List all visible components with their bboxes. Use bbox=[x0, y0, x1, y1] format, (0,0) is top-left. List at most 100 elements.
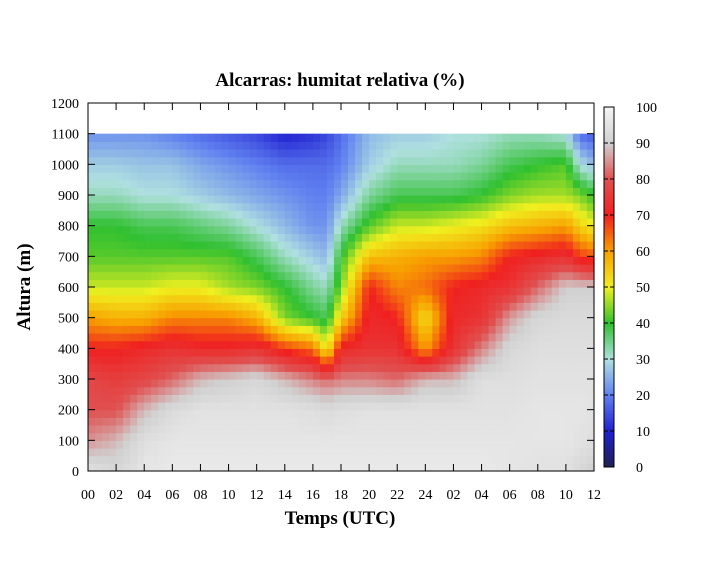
heatmap-cell bbox=[418, 264, 426, 273]
heatmap-cell bbox=[425, 218, 433, 227]
heatmap-cell bbox=[263, 402, 272, 411]
heatmap-cell bbox=[453, 310, 462, 319]
heatmap-cell bbox=[460, 402, 469, 411]
heatmap-cell bbox=[383, 440, 391, 449]
heatmap-cell bbox=[298, 448, 307, 457]
heatmap-cell bbox=[270, 432, 279, 441]
heatmap-cell bbox=[144, 417, 152, 426]
heatmap-cell bbox=[376, 379, 384, 388]
heatmap-cell bbox=[277, 333, 286, 342]
heatmap-cell bbox=[404, 463, 412, 472]
heatmap-cell bbox=[256, 363, 265, 372]
heatmap-cell bbox=[390, 241, 398, 250]
heatmap-cell bbox=[481, 218, 490, 227]
heatmap-cell bbox=[397, 172, 405, 181]
colorbar-segment bbox=[604, 386, 614, 390]
y-tick-label: 1200 bbox=[51, 97, 79, 112]
heatmap-cell bbox=[565, 394, 574, 403]
heatmap-cell bbox=[551, 133, 560, 142]
heatmap-cell bbox=[291, 432, 300, 441]
heatmap-cell bbox=[228, 394, 237, 403]
heatmap-cell bbox=[284, 195, 293, 204]
heatmap-cell bbox=[397, 325, 405, 334]
heatmap-cell bbox=[123, 156, 131, 165]
heatmap-cell bbox=[551, 179, 560, 188]
heatmap-cell bbox=[383, 164, 391, 173]
heatmap-cell bbox=[200, 264, 209, 273]
heatmap-cell bbox=[474, 463, 483, 472]
heatmap-cell bbox=[362, 333, 370, 342]
heatmap-cell bbox=[544, 363, 553, 372]
heatmap-cell bbox=[284, 233, 293, 242]
heatmap-cell bbox=[123, 225, 131, 234]
colorbar-segment bbox=[604, 296, 614, 300]
heatmap-cell bbox=[158, 371, 166, 380]
heatmap-cell bbox=[439, 287, 448, 296]
heatmap-cell bbox=[235, 371, 244, 380]
heatmap-cell bbox=[193, 248, 202, 257]
heatmap-cell bbox=[509, 432, 518, 441]
heatmap-cell bbox=[284, 317, 293, 326]
heatmap-cell bbox=[516, 202, 525, 211]
heatmap-cell bbox=[186, 187, 195, 196]
heatmap-cell bbox=[214, 271, 223, 280]
heatmap-cell bbox=[95, 455, 103, 464]
heatmap-cell bbox=[179, 432, 187, 441]
heatmap-cell bbox=[109, 325, 117, 334]
heatmap-cell bbox=[193, 394, 202, 403]
heatmap-cell bbox=[193, 455, 202, 464]
heatmap-cell bbox=[95, 333, 103, 342]
heatmap-cell bbox=[418, 256, 426, 265]
heatmap-cell bbox=[516, 363, 525, 372]
x-tick-label: 06 bbox=[165, 488, 179, 503]
heatmap-cell bbox=[544, 210, 553, 219]
colorbar-segment bbox=[604, 341, 614, 345]
heatmap-cell bbox=[123, 287, 131, 296]
heatmap-cell bbox=[214, 310, 223, 319]
heatmap-cell bbox=[151, 149, 159, 158]
heatmap-cell bbox=[432, 310, 440, 319]
heatmap-cell bbox=[109, 225, 117, 234]
heatmap-cell bbox=[516, 141, 525, 150]
heatmap-cell bbox=[193, 363, 202, 372]
heatmap-cell bbox=[453, 409, 462, 418]
heatmap-cell bbox=[158, 225, 166, 234]
heatmap-cell bbox=[439, 149, 448, 158]
heatmap-cell bbox=[165, 294, 173, 303]
heatmap-cell bbox=[242, 202, 251, 211]
heatmap-cell bbox=[453, 271, 462, 280]
heatmap-cell bbox=[537, 195, 546, 204]
heatmap-cell bbox=[179, 417, 187, 426]
colorbar-segment bbox=[604, 380, 614, 384]
heatmap-cell bbox=[193, 210, 202, 219]
heatmap-cell bbox=[263, 164, 272, 173]
heatmap-cell bbox=[348, 425, 356, 434]
heatmap-cell bbox=[249, 317, 258, 326]
heatmap-cell bbox=[390, 156, 398, 165]
heatmap-cell bbox=[551, 287, 560, 296]
heatmap-cell bbox=[383, 195, 391, 204]
heatmap-cell bbox=[495, 463, 504, 472]
heatmap-cell bbox=[228, 302, 237, 311]
heatmap-cell bbox=[214, 417, 223, 426]
heatmap-cell bbox=[102, 386, 110, 395]
heatmap-cell bbox=[249, 448, 258, 457]
heatmap-cell bbox=[411, 317, 419, 326]
heatmap-cell bbox=[355, 402, 363, 411]
heatmap-cell bbox=[544, 187, 553, 196]
heatmap-cell bbox=[200, 164, 209, 173]
heatmap-cell bbox=[158, 409, 166, 418]
heatmap-cell bbox=[123, 402, 131, 411]
heatmap-cell bbox=[397, 417, 405, 426]
heatmap-cell bbox=[207, 325, 216, 334]
heatmap-cell bbox=[537, 233, 546, 242]
heatmap-cell bbox=[123, 271, 131, 280]
heatmap-cell bbox=[397, 179, 405, 188]
heatmap-cell bbox=[109, 218, 117, 227]
heatmap-cell bbox=[348, 455, 356, 464]
heatmap-cell bbox=[411, 133, 419, 142]
heatmap-cell bbox=[291, 141, 300, 150]
heatmap-cell bbox=[228, 172, 237, 181]
heatmap-cell bbox=[249, 455, 258, 464]
heatmap-cell bbox=[326, 202, 335, 211]
